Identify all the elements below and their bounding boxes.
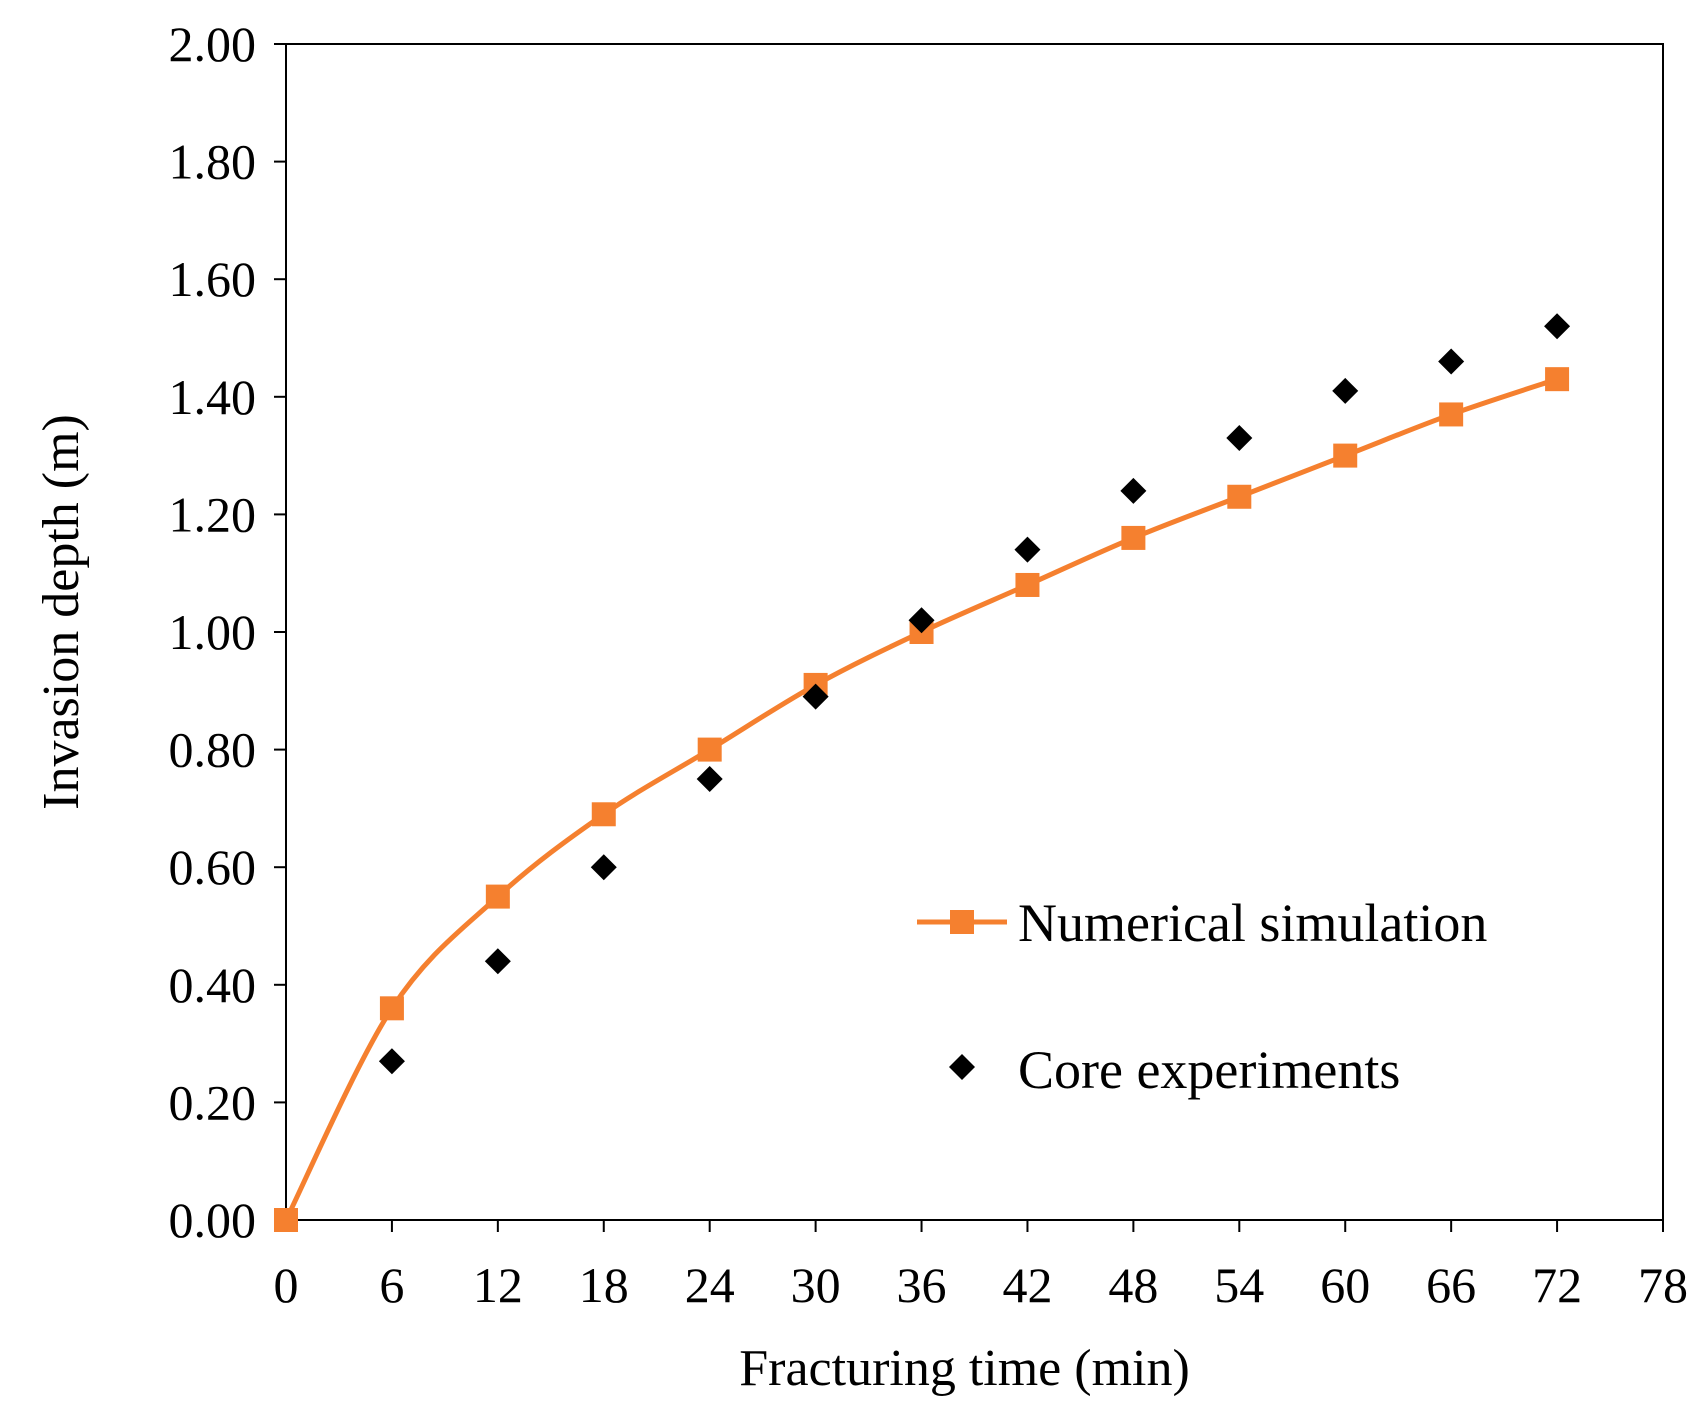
x-tick-label: 24 bbox=[685, 1257, 735, 1313]
legend-label-numerical-simulation: Numerical simulation bbox=[1018, 893, 1487, 953]
data-point-numerical-simulation bbox=[1439, 402, 1464, 427]
x-tick-label: 36 bbox=[897, 1257, 947, 1313]
y-tick-label: 0.60 bbox=[169, 839, 257, 895]
data-point-numerical-simulation bbox=[697, 737, 722, 762]
data-point-numerical-simulation bbox=[1333, 443, 1358, 468]
legend-marker-core-experiments bbox=[949, 1054, 975, 1080]
x-tick-label: 60 bbox=[1320, 1257, 1370, 1313]
x-tick-label: 42 bbox=[1002, 1257, 1052, 1313]
x-tick-label: 72 bbox=[1532, 1257, 1582, 1313]
x-axis: 0 6 12 18 24 30 36 42 48 54 60 66 72 78 bbox=[274, 1220, 1688, 1313]
data-point-core-experiments bbox=[1014, 536, 1041, 563]
y-axis: 0.00 0.20 0.40 0.60 0.80 1.00 1.20 1.40 1.60 1.80… bbox=[169, 16, 286, 1248]
data-point-core-experiments bbox=[696, 766, 723, 792]
x-tick-label: 48 bbox=[1108, 1257, 1158, 1313]
y-tick-label: 1.80 bbox=[169, 134, 257, 190]
legend-label-core-experiments: Core experiments bbox=[1018, 1040, 1400, 1100]
x-tick-label: 18 bbox=[579, 1257, 629, 1313]
data-point-core-experiments bbox=[802, 683, 829, 710]
x-tick-label: 66 bbox=[1426, 1257, 1476, 1313]
data-point-core-experiments bbox=[1438, 348, 1465, 375]
series-layer bbox=[274, 313, 1571, 1232]
data-point-core-experiments bbox=[1226, 424, 1253, 451]
data-point-core-experiments bbox=[908, 607, 935, 634]
y-axis-title: Invasion depth (m) bbox=[33, 414, 90, 810]
y-tick-label: 0.20 bbox=[169, 1074, 257, 1130]
data-point-numerical-simulation bbox=[379, 996, 404, 1021]
y-tick-label: 2.00 bbox=[169, 16, 257, 72]
y-tick-label: 1.40 bbox=[169, 369, 257, 425]
data-point-core-experiments bbox=[1544, 313, 1571, 340]
data-point-numerical-simulation bbox=[274, 1208, 298, 1232]
data-point-numerical-simulation bbox=[1015, 572, 1040, 597]
x-tick-label: 30 bbox=[791, 1257, 841, 1313]
y-tick-label: 0.40 bbox=[169, 957, 257, 1013]
legend-marker-numerical-simulation bbox=[950, 910, 974, 934]
x-tick-label: 78 bbox=[1638, 1257, 1688, 1313]
x-tick-label: 54 bbox=[1214, 1257, 1264, 1313]
x-tick-label: 0 bbox=[274, 1257, 299, 1313]
y-tick-label: 1.00 bbox=[169, 604, 257, 660]
x-tick-label: 12 bbox=[473, 1257, 523, 1313]
plot-border bbox=[285, 43, 1664, 1221]
x-axis-title: Fracturing time (min) bbox=[739, 1340, 1190, 1397]
data-point-core-experiments bbox=[378, 1048, 405, 1075]
y-tick-label: 0.00 bbox=[169, 1192, 257, 1248]
x-tick-label: 6 bbox=[379, 1257, 404, 1313]
data-point-numerical-simulation bbox=[1121, 525, 1146, 550]
data-point-core-experiments bbox=[1332, 377, 1359, 404]
legend: Numerical simulation Core experiments bbox=[917, 893, 1487, 1100]
data-point-core-experiments bbox=[590, 854, 617, 881]
data-point-numerical-simulation bbox=[1545, 367, 1570, 392]
plot-area bbox=[285, 43, 1664, 1221]
data-point-numerical-simulation bbox=[1227, 484, 1252, 509]
data-point-core-experiments bbox=[1120, 477, 1147, 504]
y-tick-label: 1.20 bbox=[169, 486, 257, 542]
data-point-numerical-simulation bbox=[485, 884, 510, 909]
y-tick-label: 1.60 bbox=[169, 251, 257, 307]
data-point-numerical-simulation bbox=[591, 802, 616, 827]
y-tick-label: 0.80 bbox=[169, 722, 257, 778]
data-point-core-experiments bbox=[484, 948, 511, 975]
